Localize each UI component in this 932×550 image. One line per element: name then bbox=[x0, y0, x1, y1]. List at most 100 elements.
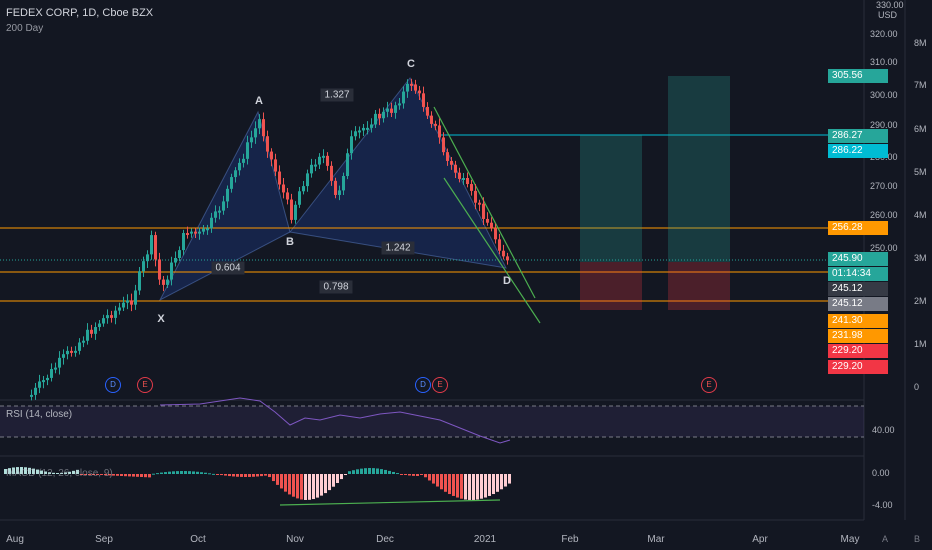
candle-body bbox=[78, 342, 81, 351]
candle-body bbox=[34, 387, 37, 395]
macd-bar bbox=[348, 471, 351, 474]
macd-bar bbox=[376, 468, 379, 474]
macd-bar bbox=[196, 471, 199, 474]
candle-body bbox=[370, 124, 373, 128]
macd-bar bbox=[76, 469, 79, 474]
pattern-point-x: X bbox=[157, 313, 165, 325]
rsi-label[interactable]: RSI (14, close) bbox=[6, 409, 73, 420]
position-1-loss bbox=[580, 262, 642, 310]
currency-label[interactable]: USD bbox=[878, 10, 898, 20]
candle-body bbox=[130, 300, 133, 305]
candle-body bbox=[202, 228, 205, 232]
candle-body bbox=[454, 164, 457, 173]
candle-body bbox=[314, 164, 317, 167]
macd-bar bbox=[460, 474, 463, 499]
macd-bar bbox=[8, 468, 11, 474]
candle-body bbox=[150, 235, 153, 255]
time-tick: 2021 bbox=[473, 534, 497, 545]
candlestick-series bbox=[30, 78, 509, 401]
macd-bar bbox=[124, 474, 127, 477]
candle-body bbox=[86, 329, 89, 341]
dividend-event-icon[interactable]: D bbox=[105, 377, 121, 393]
candle-body bbox=[46, 377, 49, 381]
candle-body bbox=[506, 256, 509, 261]
candle-body bbox=[274, 159, 277, 172]
candle-body bbox=[138, 271, 141, 291]
macd-bar bbox=[208, 473, 211, 475]
price-tag: 231.98 bbox=[828, 329, 888, 343]
price-scale-top: 330.00 bbox=[876, 0, 904, 10]
candle-body bbox=[222, 201, 225, 211]
macd-bar bbox=[84, 474, 87, 475]
candle-body bbox=[378, 113, 381, 119]
volume-tick: 2M bbox=[914, 296, 927, 306]
time-tick: Oct bbox=[190, 534, 206, 545]
macd-bar bbox=[284, 474, 287, 492]
pattern-point-a: A bbox=[255, 95, 263, 107]
macd-bar bbox=[312, 474, 315, 500]
macd-bar bbox=[72, 470, 75, 474]
candle-body bbox=[458, 172, 461, 179]
price-tag: 229.20 bbox=[828, 360, 888, 374]
candle-body bbox=[158, 259, 161, 280]
candle-body bbox=[502, 250, 505, 257]
candle-body bbox=[142, 261, 145, 272]
candle-body bbox=[134, 290, 137, 305]
macd-bar bbox=[484, 474, 487, 498]
macd-bar bbox=[432, 474, 435, 484]
macd-label[interactable]: MACD (12, 26, close, 9) bbox=[6, 468, 113, 479]
macd-bar bbox=[480, 474, 483, 499]
macd-bar bbox=[52, 472, 55, 474]
candle-body bbox=[338, 190, 341, 195]
volume-tick: 3M bbox=[914, 253, 927, 263]
macd-bar bbox=[404, 474, 407, 475]
auto-scale-button[interactable]: A bbox=[882, 534, 889, 544]
dividend-event-icon[interactable]: D bbox=[415, 377, 431, 393]
candle-body bbox=[334, 180, 337, 195]
macd-bar bbox=[384, 469, 387, 474]
log-scale-button[interactable]: B bbox=[914, 534, 921, 544]
macd-bar bbox=[96, 474, 99, 475]
candle-body bbox=[422, 93, 425, 107]
macd-bar bbox=[276, 474, 279, 485]
earnings-event-icon[interactable]: E bbox=[701, 377, 717, 393]
candle-body bbox=[398, 103, 401, 106]
volume-tick: 8M bbox=[914, 38, 927, 48]
candle-body bbox=[270, 151, 273, 160]
macd-bar bbox=[472, 474, 475, 500]
price-tick: 310.00 bbox=[870, 57, 898, 67]
macd-bar bbox=[244, 474, 247, 477]
macd-bar bbox=[204, 472, 207, 474]
macd-bar bbox=[388, 470, 391, 474]
candle-body bbox=[90, 329, 93, 334]
macd-bar bbox=[212, 473, 215, 475]
candle-body bbox=[82, 340, 85, 343]
macd-bar bbox=[452, 474, 455, 496]
rsi-level: 40.00 bbox=[872, 425, 895, 435]
time-tick: Aug bbox=[6, 534, 24, 545]
macd-bar bbox=[144, 474, 147, 478]
candle-body bbox=[330, 165, 333, 181]
macd-bar bbox=[364, 468, 367, 474]
pattern-point-b: B bbox=[286, 236, 294, 248]
macd-bar bbox=[428, 474, 431, 481]
macd-bar bbox=[420, 474, 423, 475]
macd-bar bbox=[60, 472, 63, 474]
price-tag: 286.27 bbox=[828, 129, 888, 143]
time-tick: Nov bbox=[286, 534, 304, 545]
price-tag: 245.12 bbox=[828, 297, 888, 311]
earnings-event-icon[interactable]: E bbox=[137, 377, 153, 393]
candle-body bbox=[438, 125, 441, 138]
price-tick: 250.00 bbox=[870, 243, 898, 253]
symbol-title[interactable]: FEDEX CORP, 1D, Cboe BZX bbox=[6, 7, 154, 19]
candle-body bbox=[366, 127, 369, 130]
macd-bar bbox=[36, 469, 39, 474]
price-tag: 286.22 bbox=[828, 144, 888, 158]
candle-body bbox=[410, 83, 413, 86]
macd-bar bbox=[500, 474, 503, 490]
earnings-event-icon[interactable]: E bbox=[432, 377, 448, 393]
indicator-label-ma[interactable]: 200 Day bbox=[6, 23, 44, 34]
candle-body bbox=[54, 367, 57, 370]
price-tick: 260.00 bbox=[870, 210, 898, 220]
